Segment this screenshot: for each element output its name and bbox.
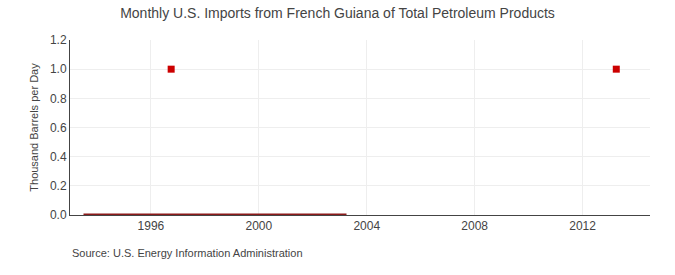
svg-text:1.2: 1.2: [50, 33, 67, 47]
svg-text:1996: 1996: [138, 219, 165, 233]
svg-text:1.0: 1.0: [50, 62, 67, 76]
svg-text:0.4: 0.4: [50, 150, 67, 164]
svg-text:Thousand Barrels per Day: Thousand Barrels per Day: [28, 63, 40, 192]
svg-text:0.6: 0.6: [50, 121, 67, 135]
svg-text:2004: 2004: [353, 219, 380, 233]
svg-text:0.2: 0.2: [50, 179, 67, 193]
svg-text:2000: 2000: [245, 219, 272, 233]
svg-text:Monthly U.S. Imports from Fren: Monthly U.S. Imports from French Guiana …: [120, 5, 555, 21]
svg-text:2012: 2012: [569, 219, 596, 233]
svg-text:0.0: 0.0: [50, 208, 67, 222]
svg-text:0.8: 0.8: [50, 92, 67, 106]
svg-text:2008: 2008: [461, 219, 488, 233]
svg-text:Source: U.S. Energy Informatio: Source: U.S. Energy Information Administ…: [72, 247, 303, 259]
